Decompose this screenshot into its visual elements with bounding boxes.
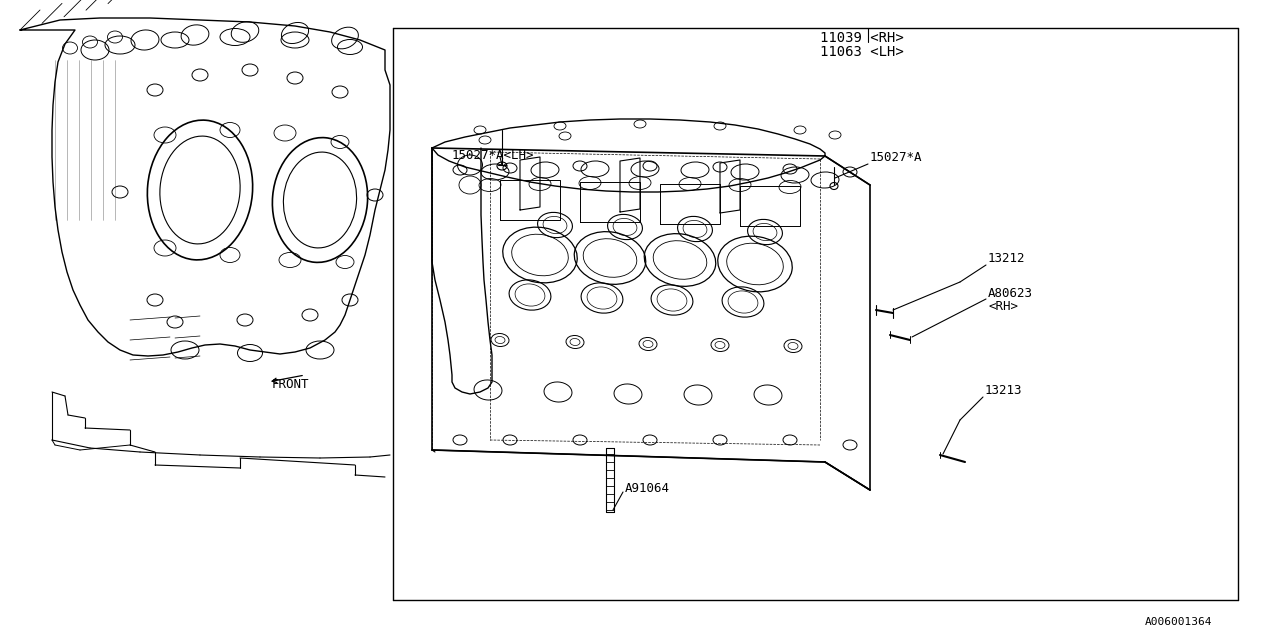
- Text: 13213: 13213: [986, 383, 1023, 397]
- Text: 11063 <LH>: 11063 <LH>: [820, 45, 904, 59]
- Text: FRONT: FRONT: [273, 378, 310, 392]
- Text: A80623: A80623: [988, 287, 1033, 300]
- Text: 11039 <RH>: 11039 <RH>: [820, 31, 904, 45]
- Text: 13212: 13212: [988, 252, 1025, 264]
- Text: 15027*A: 15027*A: [870, 150, 923, 163]
- Text: 15027*A<LH>: 15027*A<LH>: [452, 148, 535, 161]
- Text: <RH>: <RH>: [988, 300, 1018, 312]
- Text: A006001364: A006001364: [1146, 617, 1212, 627]
- Text: A91064: A91064: [625, 481, 669, 495]
